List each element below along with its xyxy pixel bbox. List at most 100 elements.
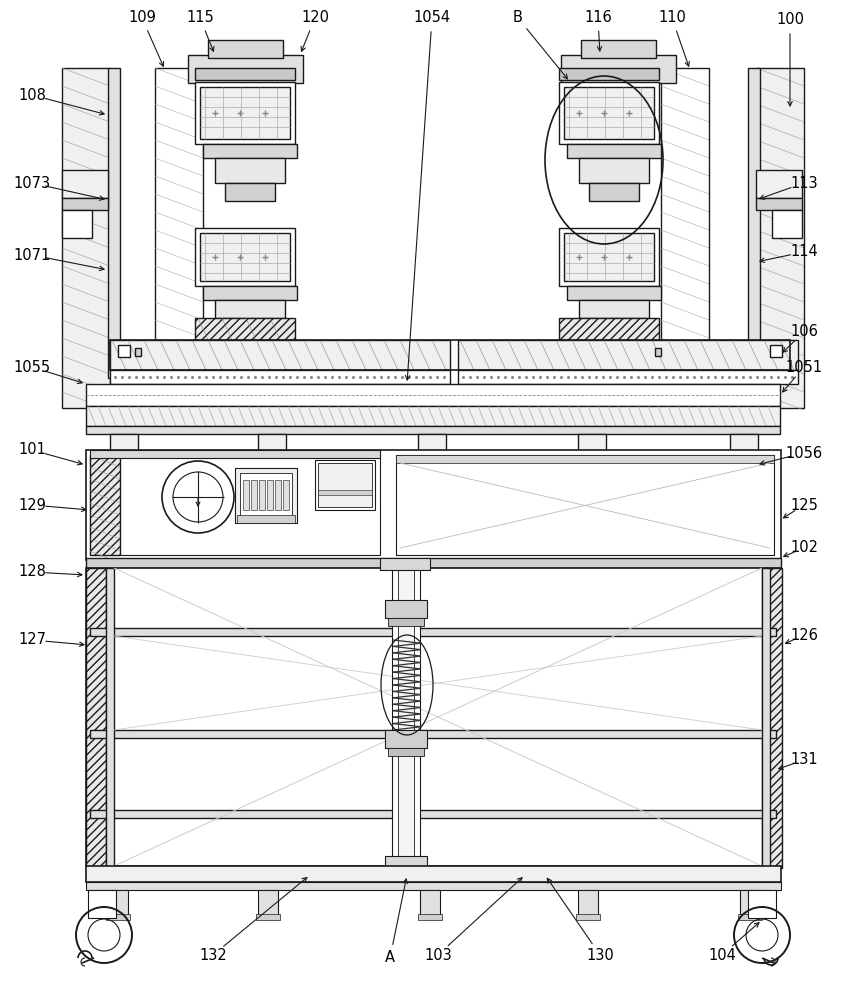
- Bar: [738, 914, 762, 920]
- Bar: [195, 228, 295, 286]
- Bar: [86, 568, 781, 866]
- Text: 126: 126: [790, 628, 818, 643]
- Bar: [661, 68, 709, 378]
- Bar: [318, 490, 372, 495]
- Bar: [62, 198, 108, 210]
- Bar: [380, 558, 430, 570]
- Bar: [318, 463, 372, 507]
- Bar: [388, 748, 424, 756]
- Bar: [580, 480, 604, 486]
- Bar: [740, 890, 760, 918]
- Bar: [110, 434, 138, 484]
- Text: 120: 120: [301, 10, 329, 25]
- Bar: [203, 144, 297, 158]
- Bar: [112, 480, 136, 486]
- Text: 106: 106: [790, 324, 818, 340]
- Bar: [195, 68, 295, 80]
- Bar: [564, 87, 654, 139]
- Bar: [62, 170, 108, 198]
- Text: 104: 104: [708, 948, 736, 962]
- Text: 102: 102: [790, 540, 818, 556]
- Text: 1073: 1073: [13, 176, 50, 190]
- Bar: [730, 434, 758, 484]
- Bar: [589, 183, 639, 201]
- Text: A: A: [385, 950, 395, 966]
- Bar: [385, 600, 427, 618]
- Bar: [90, 455, 120, 555]
- Bar: [559, 228, 659, 286]
- Bar: [770, 345, 782, 357]
- Bar: [559, 68, 659, 80]
- Bar: [576, 914, 600, 920]
- Bar: [581, 40, 656, 58]
- Bar: [88, 890, 116, 918]
- Bar: [86, 558, 781, 568]
- Bar: [458, 340, 798, 370]
- Bar: [418, 434, 446, 484]
- Bar: [283, 480, 289, 510]
- Bar: [578, 890, 598, 918]
- Bar: [420, 480, 444, 486]
- Bar: [579, 158, 649, 183]
- Bar: [86, 450, 781, 560]
- Text: 114: 114: [790, 244, 818, 259]
- Bar: [748, 890, 776, 918]
- Bar: [385, 856, 427, 868]
- Bar: [215, 300, 285, 318]
- Bar: [225, 183, 275, 201]
- Bar: [267, 480, 273, 510]
- Bar: [106, 568, 114, 868]
- Bar: [108, 68, 120, 378]
- Bar: [258, 434, 286, 484]
- Bar: [106, 914, 130, 920]
- Text: 1071: 1071: [13, 247, 50, 262]
- Bar: [90, 730, 776, 738]
- Bar: [567, 144, 661, 158]
- Bar: [578, 434, 606, 484]
- Bar: [564, 233, 654, 281]
- Text: 110: 110: [658, 10, 686, 25]
- Text: 1055: 1055: [13, 360, 50, 374]
- Bar: [243, 480, 249, 510]
- Bar: [90, 810, 776, 818]
- Bar: [655, 348, 661, 356]
- Bar: [90, 450, 380, 458]
- Bar: [215, 158, 285, 183]
- Bar: [200, 87, 290, 139]
- Bar: [567, 286, 661, 300]
- Bar: [756, 170, 802, 198]
- Bar: [561, 55, 676, 83]
- Bar: [732, 480, 756, 486]
- Bar: [388, 618, 424, 626]
- Bar: [559, 82, 659, 144]
- Bar: [396, 455, 774, 555]
- Bar: [86, 866, 781, 882]
- Text: 113: 113: [790, 176, 818, 190]
- Text: 125: 125: [790, 497, 818, 512]
- Bar: [385, 730, 427, 748]
- Bar: [237, 515, 295, 523]
- Text: 131: 131: [790, 752, 818, 768]
- Bar: [195, 318, 295, 340]
- Bar: [315, 460, 375, 510]
- Bar: [90, 455, 380, 555]
- Bar: [200, 233, 290, 281]
- Bar: [90, 628, 776, 636]
- Bar: [396, 455, 774, 463]
- Bar: [762, 568, 770, 868]
- Bar: [398, 560, 414, 875]
- Bar: [559, 318, 659, 340]
- Bar: [155, 68, 203, 378]
- Bar: [275, 480, 281, 510]
- Bar: [748, 68, 760, 378]
- Text: 101: 101: [18, 442, 46, 458]
- Bar: [110, 340, 450, 370]
- Text: 129: 129: [18, 497, 46, 512]
- Text: 103: 103: [424, 948, 452, 962]
- Text: 127: 127: [18, 633, 46, 648]
- Text: 116: 116: [584, 10, 612, 25]
- Bar: [110, 340, 790, 370]
- Bar: [86, 568, 106, 868]
- Bar: [62, 68, 110, 408]
- Bar: [756, 198, 802, 210]
